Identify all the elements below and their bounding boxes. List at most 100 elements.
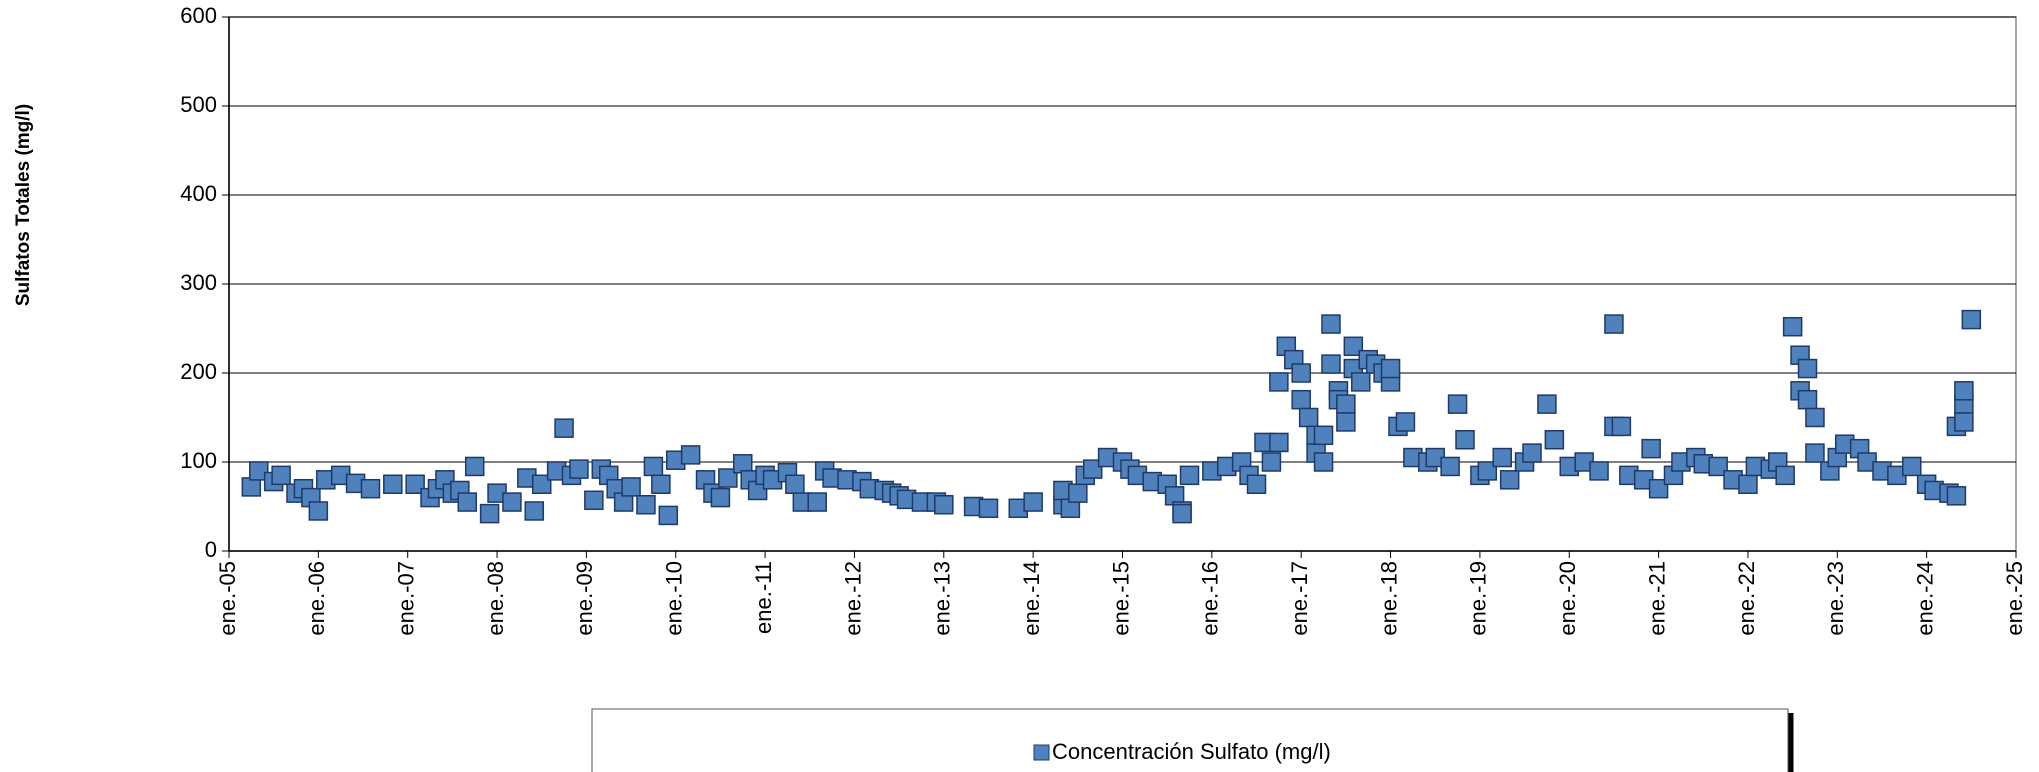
point [502, 492, 522, 512]
x-tick-label: ene.-12 [840, 561, 865, 636]
point [807, 492, 827, 512]
point [1023, 492, 1043, 512]
point [1477, 461, 1498, 481]
x-tick-label: ene.-09 [572, 561, 597, 636]
point [1395, 412, 1416, 432]
x-tick-label: ene.-22 [1734, 561, 1759, 636]
point [1954, 412, 1974, 432]
point [1782, 316, 1803, 337]
point [1172, 503, 1192, 524]
point [1343, 336, 1364, 357]
point [1313, 425, 1334, 446]
point [718, 468, 738, 488]
point [1351, 372, 1371, 392]
point [1648, 478, 1669, 499]
x-tick-label: ene.-21 [1644, 561, 1669, 636]
point [531, 474, 552, 494]
point [1380, 358, 1401, 379]
point [658, 505, 679, 526]
x-tick-label: ene.-13 [930, 561, 955, 636]
point [1269, 372, 1289, 392]
x-tick-label: ene.-19 [1466, 561, 1491, 636]
point [1336, 412, 1356, 432]
x-tick-label: ene.-14 [1019, 561, 1044, 636]
point [249, 461, 269, 481]
point [1261, 452, 1282, 472]
point [1291, 389, 1311, 410]
y-tick-label: 600 [180, 3, 217, 28]
point [1537, 394, 1557, 414]
point [1961, 309, 1982, 330]
x-tick-label: ene.-16 [1198, 561, 1223, 636]
x-tick-label: ene.-25 [2002, 561, 2027, 636]
y-tick-label: 500 [180, 92, 217, 117]
point [308, 501, 329, 521]
point [1708, 456, 1728, 477]
point [1604, 314, 1624, 334]
point [1641, 438, 1661, 459]
y-tick-label: 400 [180, 181, 217, 206]
point [271, 465, 291, 486]
x-tick-label: ene.-08 [483, 561, 508, 636]
point [569, 459, 589, 479]
point [651, 474, 671, 494]
x-tick-label: ene.-20 [1555, 561, 1580, 636]
y-tick-label: 300 [180, 270, 217, 295]
x-tick-label: ene.-10 [662, 561, 687, 636]
point [1179, 465, 1200, 486]
point [1492, 447, 1512, 468]
point [1321, 314, 1341, 334]
point [1313, 452, 1334, 472]
point [1269, 432, 1289, 453]
legend-marker [1033, 744, 1050, 761]
point [1499, 470, 1520, 490]
point [405, 474, 425, 494]
point [978, 498, 999, 519]
point [1291, 363, 1311, 383]
point [1797, 358, 1818, 379]
point [934, 494, 954, 515]
point [1902, 456, 1922, 477]
x-tick-label: ene.-07 [394, 561, 419, 636]
point [1611, 416, 1632, 437]
y-tick-label: 0 [205, 537, 217, 562]
point [1946, 486, 1967, 506]
point [479, 503, 500, 524]
point [1447, 394, 1468, 414]
point [636, 494, 656, 515]
x-tick-label: ene.-06 [304, 561, 329, 636]
point [1246, 474, 1267, 494]
point [1544, 430, 1565, 450]
point [1589, 461, 1609, 481]
x-tick-label: ene.-24 [1912, 561, 1937, 636]
point [1336, 394, 1356, 414]
x-tick-label: ene.-11 [751, 561, 776, 634]
x-tick-label: ene.-17 [1287, 561, 1312, 636]
point [1797, 389, 1818, 410]
point [1805, 407, 1825, 428]
point [643, 456, 664, 477]
legend-label: Concentración Sulfato (mg/l) [1052, 739, 1331, 764]
point [554, 418, 574, 438]
point [1805, 443, 1825, 463]
point [1321, 354, 1341, 374]
x-tick-label: ene.-18 [1376, 561, 1401, 636]
point [1082, 459, 1103, 479]
point [1522, 443, 1542, 463]
point [383, 474, 403, 494]
point [1954, 381, 1974, 401]
point [584, 490, 604, 511]
point [1298, 407, 1319, 428]
point [1440, 456, 1460, 477]
y-tick-label: 200 [180, 359, 217, 384]
point [1068, 483, 1088, 503]
x-tick-label: ene.-23 [1823, 561, 1848, 636]
point [524, 501, 545, 521]
point [680, 445, 701, 465]
point [1455, 430, 1475, 450]
point [785, 474, 805, 494]
point [621, 477, 641, 497]
point [360, 478, 381, 499]
